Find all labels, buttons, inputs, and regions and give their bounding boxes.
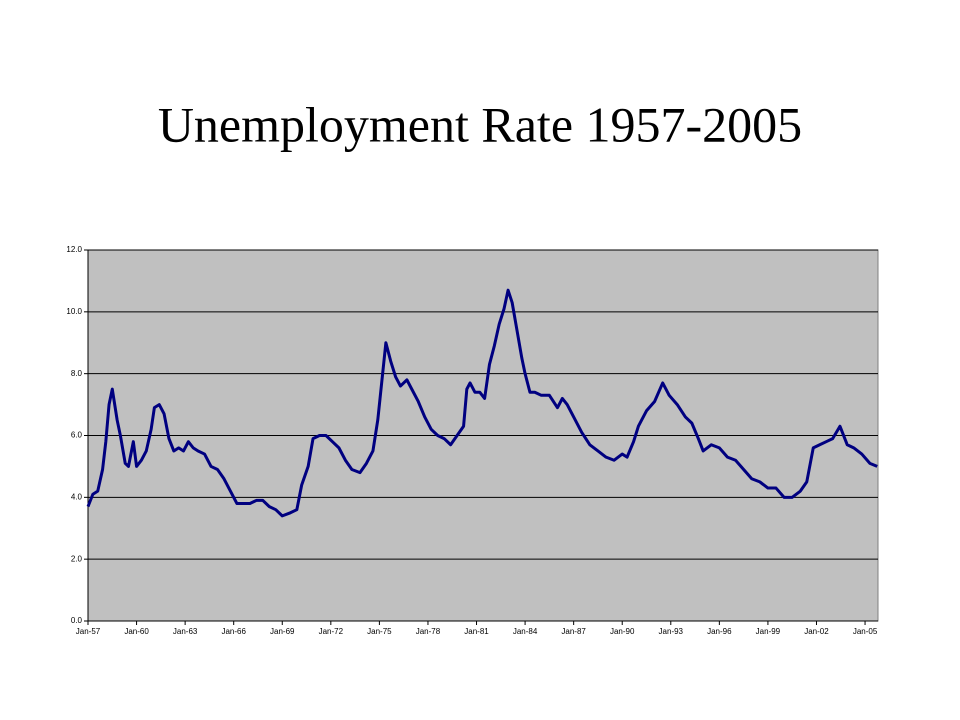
- y-tick-label: 0.0: [71, 616, 83, 625]
- y-tick-label: 6.0: [71, 431, 83, 440]
- x-tick-label: Jan-57: [76, 627, 101, 636]
- y-tick-label: 8.0: [71, 369, 83, 378]
- x-tick-label: Jan-66: [221, 627, 246, 636]
- chart-title: Unemployment Rate 1957-2005: [158, 96, 802, 152]
- x-tick-label: Jan-90: [610, 627, 635, 636]
- x-tick-label: Jan-69: [270, 627, 295, 636]
- x-tick-label: Jan-96: [707, 627, 732, 636]
- y-tick-label: 12.0: [66, 245, 82, 254]
- x-tick-label: Jan-02: [804, 627, 829, 636]
- data-line: [86, 288, 878, 518]
- x-tick-label: Jan-93: [659, 627, 684, 636]
- x-tick-label: Jan-60: [124, 627, 149, 636]
- x-tick-label: Jan-78: [416, 627, 441, 636]
- y-tick-label: 2.0: [71, 554, 83, 563]
- x-tick-label: Jan-99: [756, 627, 781, 636]
- x-tick-label: Jan-81: [464, 627, 489, 636]
- x-tick-label: Jan-05: [853, 627, 878, 636]
- y-tick-label: 4.0: [71, 492, 83, 501]
- x-tick-label: Jan-87: [561, 627, 586, 636]
- x-tick-label: Jan-75: [367, 627, 392, 636]
- y-tick-label: 10.0: [66, 307, 82, 316]
- x-tick-label: Jan-72: [319, 627, 344, 636]
- x-tick-label: Jan-84: [513, 627, 538, 636]
- x-tick-label: Jan-63: [173, 627, 198, 636]
